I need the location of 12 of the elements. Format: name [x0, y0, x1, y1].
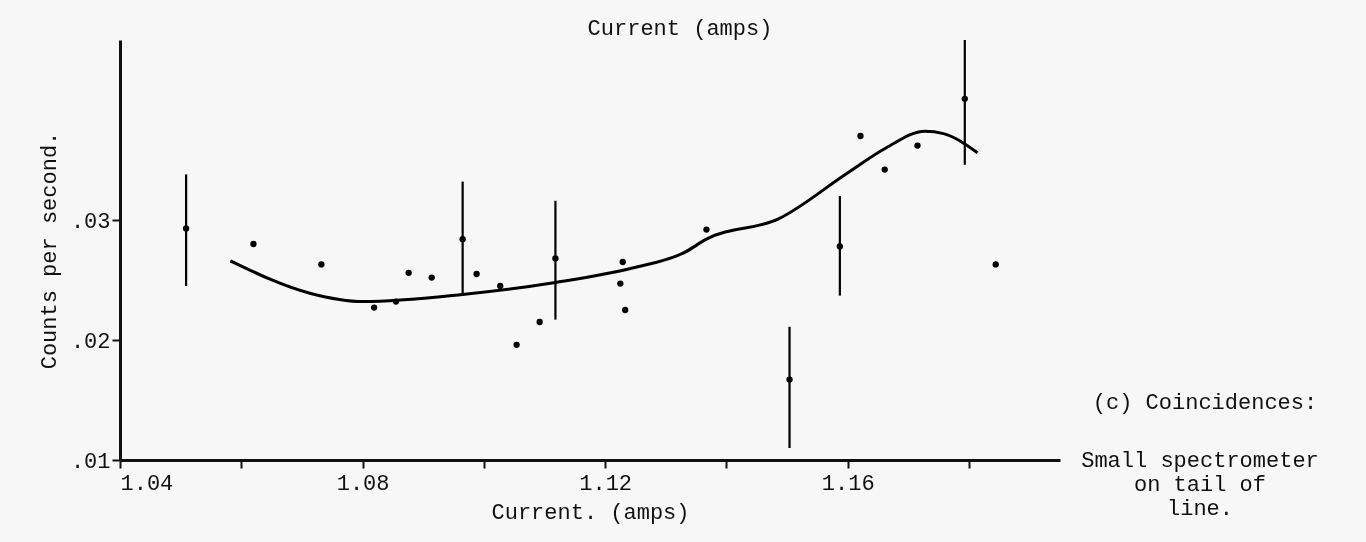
x-tick-label: 1.12	[579, 471, 633, 497]
y-tick-label: .02	[70, 329, 111, 355]
y-tick-label: .01	[70, 449, 111, 475]
y-axis-title: Counts per second.	[37, 131, 63, 370]
text: Small spectrometer on tail of line.	[1081, 449, 1319, 522]
y-tick-label: .03	[70, 209, 111, 235]
x-axis-title: Current. (amps)	[491, 500, 690, 526]
x-tick-label: 1.04	[120, 471, 174, 497]
annotation: Current (amps)	[587, 17, 773, 42]
text: (c) Coincidences:	[1092, 391, 1318, 416]
x-tick-label: 1.16	[821, 471, 875, 497]
x-tick-label: 1.08	[336, 471, 390, 497]
